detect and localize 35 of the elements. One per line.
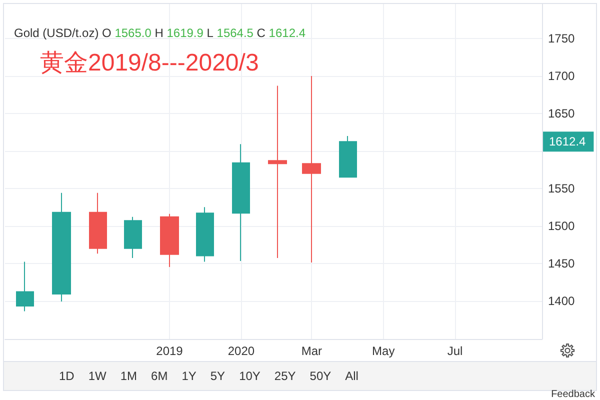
text: All: [345, 369, 358, 383]
x-tick-label: Mar: [301, 344, 322, 358]
text: 50Y: [310, 369, 332, 383]
x-tick-label: 2020: [228, 344, 255, 358]
text: 5Y: [210, 369, 226, 383]
candlestick: [52, 192, 71, 302]
text: Feedback: [551, 389, 595, 400]
text: 1Y: [182, 369, 196, 383]
text: 1612.4: [549, 134, 586, 149]
y-tick-label: 1550: [548, 181, 576, 196]
text: 25Y: [274, 369, 296, 383]
candlestick: [16, 261, 34, 312]
candlestick: [196, 206, 214, 262]
candlestick: [339, 135, 357, 178]
text: O 1565.0 H 1619.9 L 1564.5 C 1612.4: [102, 26, 306, 40]
x-tick-label: Jul: [447, 344, 463, 358]
candlestick: [89, 192, 107, 254]
y-tick-label: 1500: [548, 218, 576, 233]
y-tick-label: 1650: [548, 106, 576, 120]
text: Gold (USD/t.oz): [14, 26, 99, 40]
x-tick-label: 2019: [156, 344, 184, 358]
text: 1M: [120, 369, 138, 383]
x-tick-label: May: [372, 344, 395, 358]
y-tick-label: 1750: [548, 31, 576, 46]
y-tick-label: 1700: [548, 68, 576, 83]
candlestick: [124, 216, 142, 259]
text: 10Y: [239, 369, 260, 383]
text: 1W: [88, 369, 106, 383]
text: 6M: [151, 369, 168, 383]
annotation: 黄金2019/8---2020/3: [40, 50, 259, 76]
y-tick-label: 1450: [548, 256, 576, 270]
text: 1D: [59, 369, 74, 383]
candlestick: [268, 85, 287, 259]
candlestick: [160, 213, 179, 268]
y-tick-label: 1400: [548, 294, 576, 308]
